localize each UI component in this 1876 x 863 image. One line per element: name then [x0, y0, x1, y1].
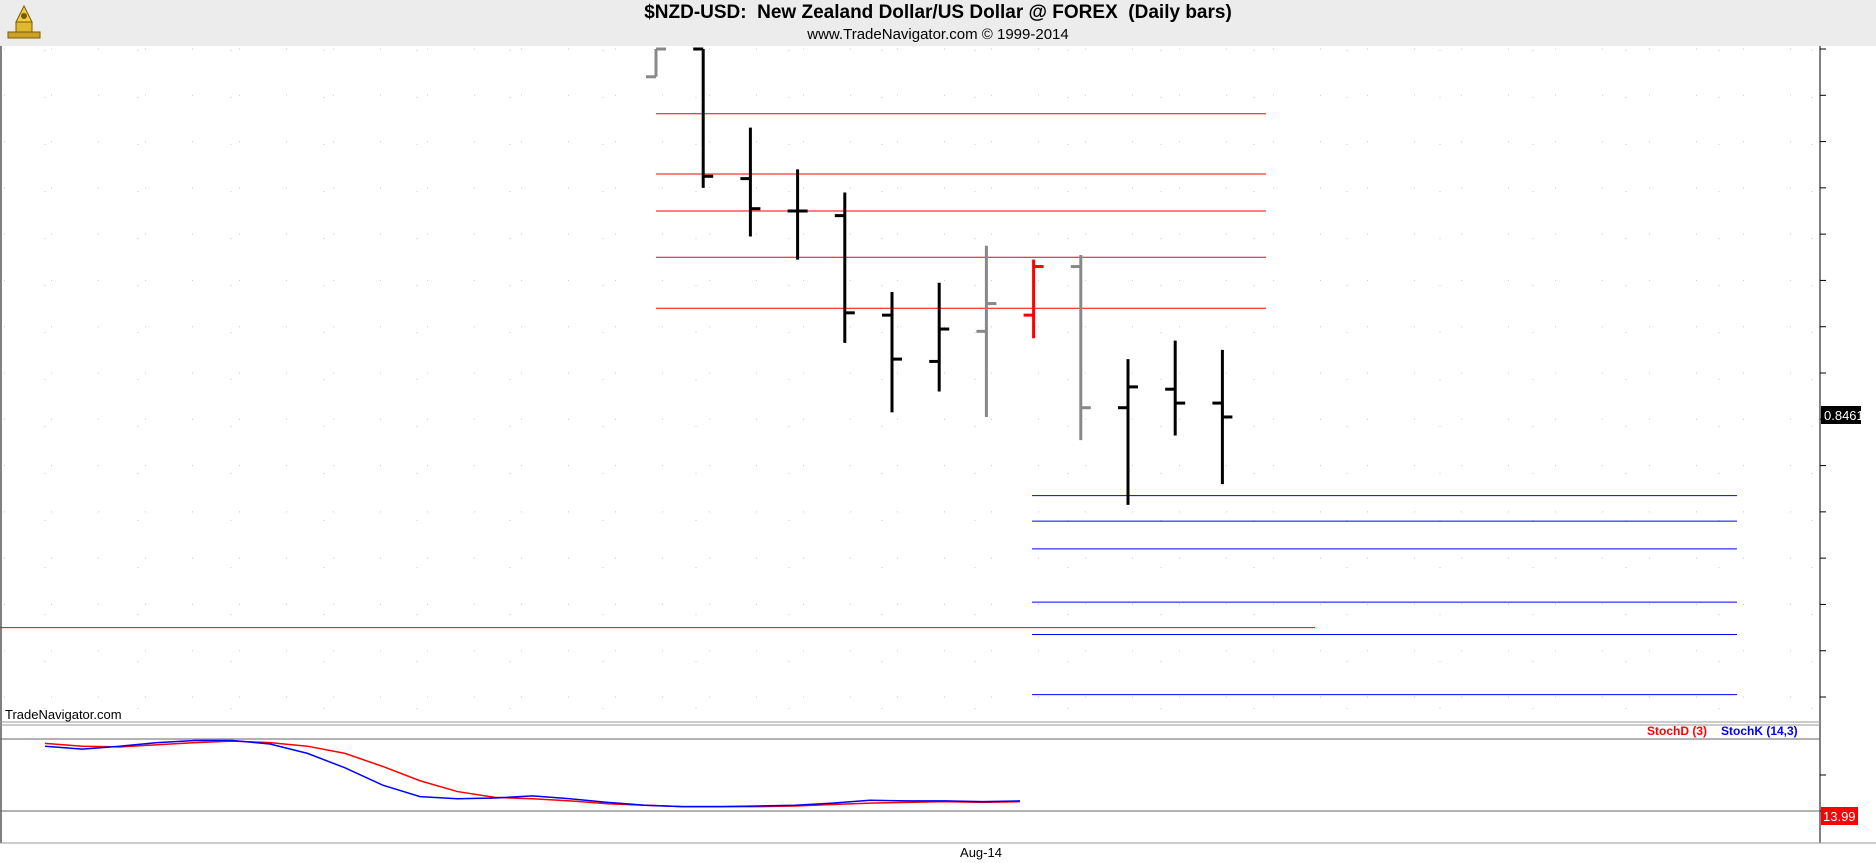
ohlc-bar	[1023, 259, 1044, 339]
ohlc-bar	[929, 282, 950, 392]
ohlc-bar	[834, 192, 855, 343]
ohlc-bar	[1212, 349, 1233, 485]
stoch-last-value-tag: 13.99	[1823, 809, 1856, 824]
ohlc-bar	[787, 169, 808, 260]
chart-title: $NZD-USD: New Zealand Dollar/US Dollar @…	[644, 2, 1232, 23]
legend-stochd: StochD (3)	[1647, 724, 1707, 738]
stochk-line	[44, 739, 1021, 808]
trade-navigator-logo-icon	[4, 2, 44, 42]
ohlc-bar	[882, 292, 902, 413]
ohlc-bar	[693, 47, 714, 188]
chart-subtitle: www.TradeNavigator.com © 1999-2014	[807, 26, 1069, 43]
ohlc-bar	[1165, 340, 1186, 436]
ohlc-bar	[646, 47, 666, 79]
x-axis-date-label: Aug-14	[960, 845, 1002, 860]
last-price-tag: 0.8461	[1824, 408, 1864, 423]
ohlc-bar	[740, 127, 761, 237]
chart-header	[0, 0, 1876, 46]
ohlc-bar	[1070, 254, 1091, 441]
stochd-line	[44, 740, 1021, 808]
legend-stochk: StochK (14,3)	[1721, 724, 1798, 738]
ohlc-bar	[1118, 359, 1138, 505]
ohlc-bar	[976, 245, 997, 417]
watermark: TradeNavigator.com	[5, 707, 122, 722]
